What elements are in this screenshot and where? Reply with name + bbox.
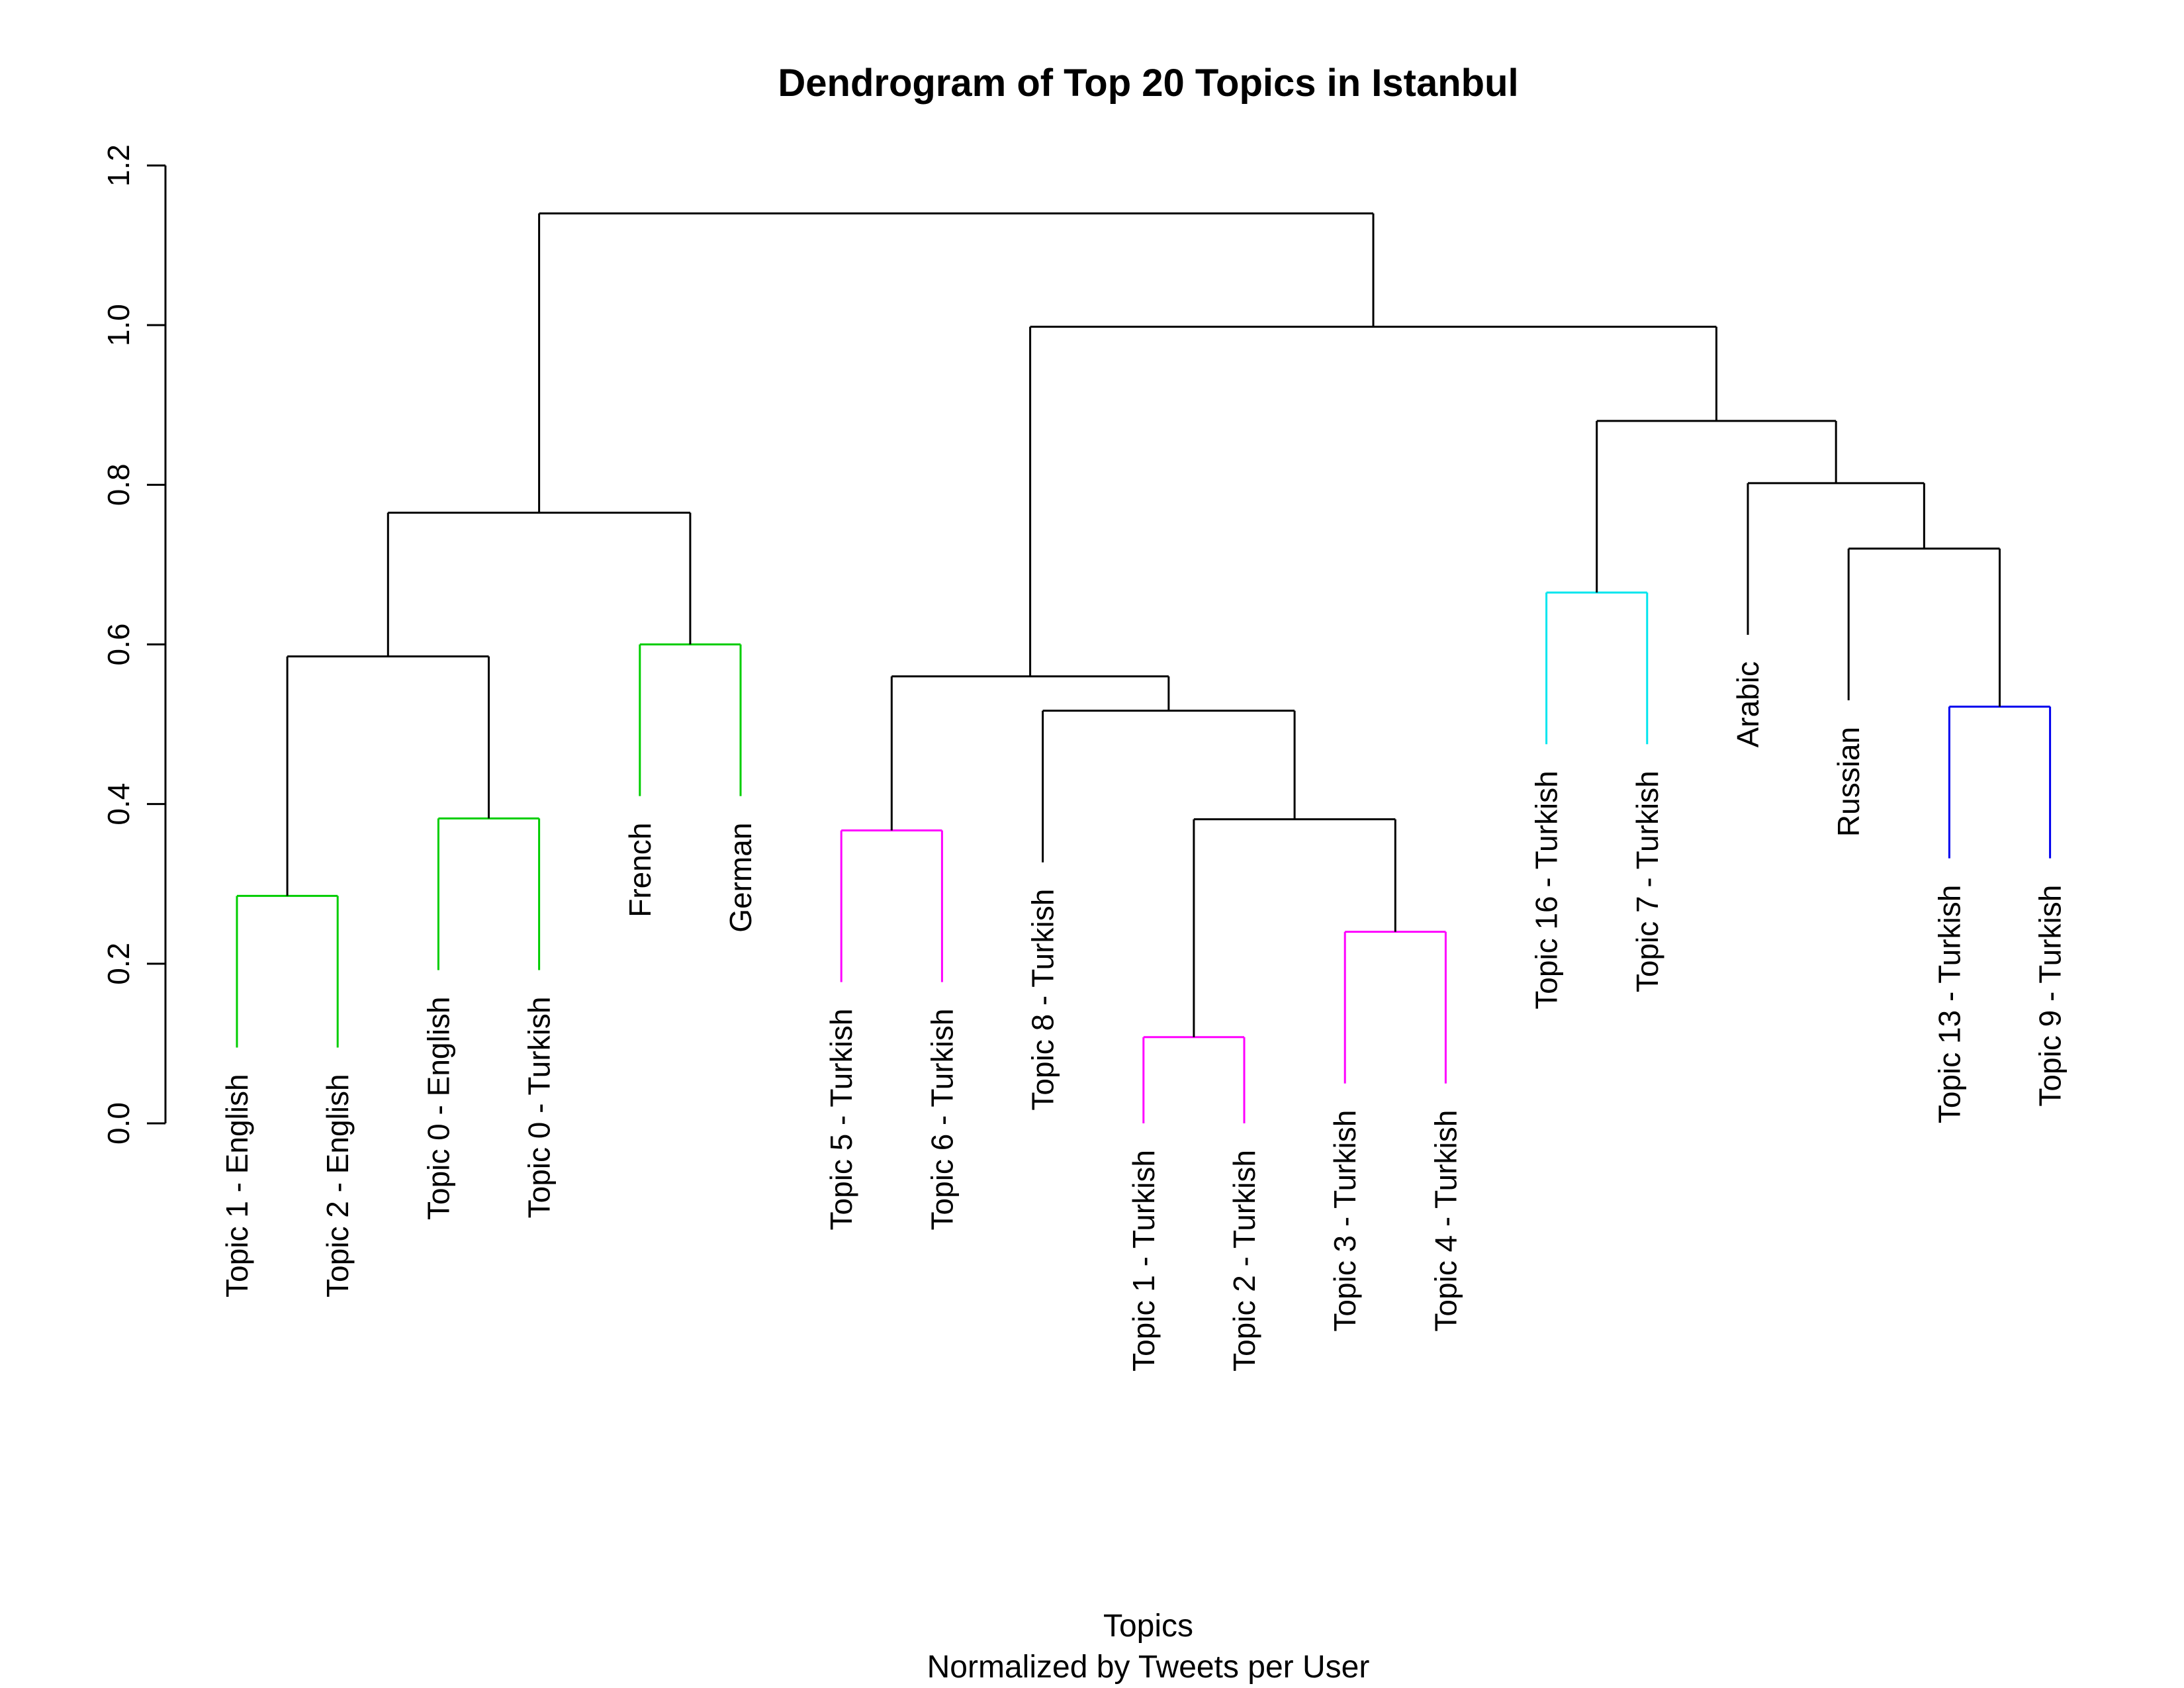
leaf-label: Topic 7 - Turkish xyxy=(1630,771,1664,992)
leaf-label: Topic 9 - Turkish xyxy=(2033,885,2068,1107)
leaf-label: Topic 3 - Turkish xyxy=(1328,1110,1362,1332)
leaf-label: Topic 16 - Turkish xyxy=(1529,771,1564,1009)
leaf-label: Topic 1 - English xyxy=(220,1074,254,1297)
y-tick-label: 0.2 xyxy=(101,943,136,985)
leaf-label: Topic 5 - Turkish xyxy=(824,1009,858,1231)
leaf-label: French xyxy=(623,823,657,917)
leaf-label: Arabic xyxy=(1731,661,1765,747)
y-tick-label: 0.8 xyxy=(101,463,136,506)
y-tick-label: 1.0 xyxy=(101,304,136,346)
leaf-label: Topic 2 - English xyxy=(320,1074,355,1297)
leaf-label: Topic 4 - Turkish xyxy=(1428,1110,1463,1332)
leaf-label: Russian xyxy=(1831,727,1866,837)
leaf-label: Topic 1 - Turkish xyxy=(1126,1150,1161,1372)
y-tick-label: 1.2 xyxy=(101,144,136,187)
leaf-label: Topic 0 - English xyxy=(421,996,455,1220)
leaf-label: Topic 2 - Turkish xyxy=(1227,1150,1261,1372)
leaf-labels: Topic 1 - English Topic 2 - English Topic … xyxy=(220,661,2068,1372)
chart-title: Dendrogram of Top 20 Topics in Istanbul xyxy=(778,62,1518,105)
y-axis: 0.0 0.2 0.4 0.6 0.8 1.0 1.2 xyxy=(101,144,167,1145)
leaf-label: German xyxy=(723,823,758,933)
y-tick-label: 0.6 xyxy=(101,624,136,666)
leaf-label: Topic 8 - Turkish xyxy=(1026,889,1060,1111)
x-axis-sublabel: Normalized by Tweets per User xyxy=(927,1650,1370,1685)
y-tick-label: 0.0 xyxy=(101,1102,136,1145)
x-axis-label: Topics xyxy=(1103,1609,1193,1644)
leaf-label: Topic 0 - Turkish xyxy=(522,996,557,1218)
y-tick-label: 0.4 xyxy=(101,783,136,825)
leaf-label: Topic 6 - Turkish xyxy=(925,1009,959,1231)
dendrogram-tree xyxy=(236,212,2052,1123)
leaf-label: Topic 13 - Turkish xyxy=(1932,885,1966,1123)
